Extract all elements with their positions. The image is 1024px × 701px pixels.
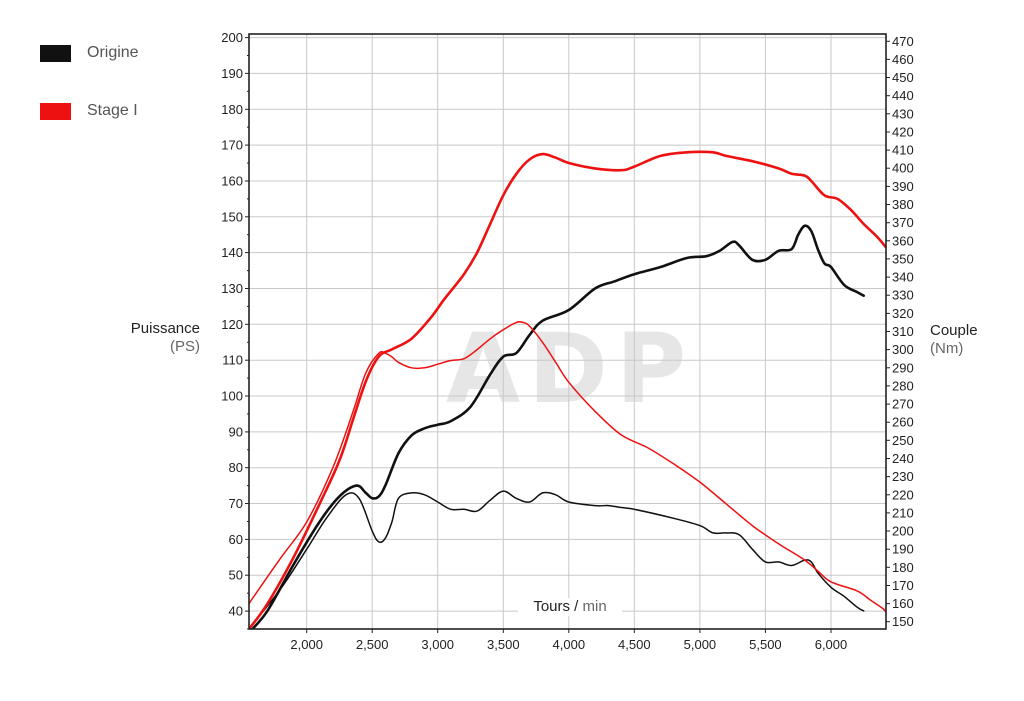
y-left-tick-label: 140: [221, 245, 243, 260]
y-right-tick-label: 280: [892, 378, 914, 393]
x-tick-label: 6,000: [815, 637, 848, 652]
y-right-tick-label: 410: [892, 143, 914, 158]
legend-label-origine: Origine: [87, 44, 139, 61]
y-left-tick-label: 90: [229, 424, 243, 439]
y-right-tick-label: 370: [892, 215, 914, 230]
legend-item-origine: Origine: [40, 40, 139, 66]
y-right-tick-label: 440: [892, 88, 914, 103]
series-line-origine-power: [250, 224, 865, 629]
right-axis-label: Couple: [930, 322, 978, 339]
y-left-tick-label: 110: [222, 353, 243, 368]
y-right-tick-label: 380: [892, 197, 914, 212]
y-left-tick-label: 160: [221, 174, 243, 189]
series-line-stage-i-torque: [249, 320, 886, 614]
y-left-tick-label: 70: [229, 496, 243, 511]
y-right-tick-label: 250: [892, 433, 914, 448]
y-left-tick-label: 60: [229, 532, 243, 547]
x-tick-label: 2,500: [356, 637, 389, 652]
right-axis-title: Couple (Nm): [930, 322, 978, 358]
y-right-tick-label: 360: [892, 233, 914, 248]
y-right-tick-label: 210: [892, 505, 914, 520]
y-left-tick-label: 120: [221, 317, 243, 332]
y-right-tick-label: 150: [892, 614, 914, 629]
y-right-tick-label: 240: [892, 451, 914, 466]
y-right-tick-label: 320: [892, 306, 914, 321]
x-tick-label: 5,000: [684, 637, 717, 652]
y-left-tick-label: 80: [229, 460, 243, 475]
x-axis-separator: /: [570, 598, 583, 615]
y-right-tick-label: 270: [892, 397, 914, 412]
legend-swatch-origine: [40, 44, 71, 62]
chart-series: [249, 150, 886, 629]
x-axis-unit: min: [582, 598, 607, 615]
chart-legend: Origine Stage I: [40, 40, 139, 156]
y-right-tick-label: 430: [892, 106, 914, 121]
x-tick-label: 5,500: [749, 637, 782, 652]
y-left-tick-label: 40: [229, 604, 243, 619]
left-axis-label: Puissance: [130, 320, 200, 337]
x-tick-label: 2,000: [290, 637, 323, 652]
y-right-tick-label: 420: [892, 125, 914, 140]
y-right-tick-label: 190: [892, 542, 914, 557]
y-right-tick-label: 310: [892, 324, 914, 339]
y-right-tick-label: 350: [892, 251, 914, 266]
y-right-tick-label: 300: [892, 342, 914, 357]
y-left-tick-label: 50: [229, 568, 243, 583]
y-right-tick-label: 160: [892, 596, 914, 611]
series-line-origine-torque: [249, 490, 865, 629]
series-line-stage-i-power: [249, 150, 886, 629]
x-tick-label: 3,000: [421, 637, 454, 652]
y-right-tick-label: 260: [892, 415, 914, 430]
x-axis-title: Tours / min: [518, 598, 622, 616]
y-left-tick-label: 170: [221, 138, 243, 153]
y-left-tick-label: 200: [221, 30, 243, 45]
watermark-logo-text: ADP: [446, 313, 694, 425]
chart-ticks: 40 50 60 70 80 90 100 110 120 130 140 150 160 170 180 1…: [221, 30, 913, 652]
y-left-tick-label: 150: [221, 209, 243, 224]
y-right-tick-label: 340: [892, 270, 914, 285]
y-right-tick-label: 230: [892, 469, 914, 484]
x-tick-label: 4,000: [553, 637, 586, 652]
left-axis-title: Puissance (PS): [131, 320, 200, 356]
x-axis-label: Tours: [533, 598, 570, 615]
y-right-tick-label: 470: [892, 34, 914, 49]
right-axis-unit: (Nm): [930, 340, 964, 357]
y-right-tick-label: 290: [892, 360, 914, 375]
y-right-tick-label: 180: [892, 560, 914, 575]
x-tick-label: 3,500: [487, 637, 520, 652]
y-right-tick-label: 390: [892, 179, 914, 194]
legend-label-stage: Stage I: [87, 102, 138, 119]
legend-item-stage: Stage I: [40, 98, 139, 124]
y-right-tick-label: 220: [892, 487, 914, 502]
y-left-tick-label: 190: [221, 66, 243, 81]
y-right-tick-label: 330: [892, 288, 914, 303]
y-left-tick-label: 180: [221, 102, 243, 117]
y-left-tick-label: 130: [221, 281, 243, 296]
legend-swatch-stage: [40, 102, 71, 120]
y-left-tick-label: 100: [221, 389, 243, 404]
y-right-tick-label: 460: [892, 52, 914, 67]
y-right-tick-label: 200: [892, 524, 914, 539]
left-axis-unit: (PS): [170, 338, 200, 355]
y-right-tick-label: 450: [892, 70, 914, 85]
x-tick-label: 4,500: [618, 637, 651, 652]
y-right-tick-label: 170: [892, 578, 914, 593]
y-right-tick-label: 400: [892, 161, 914, 176]
chart-grid: [249, 34, 886, 629]
